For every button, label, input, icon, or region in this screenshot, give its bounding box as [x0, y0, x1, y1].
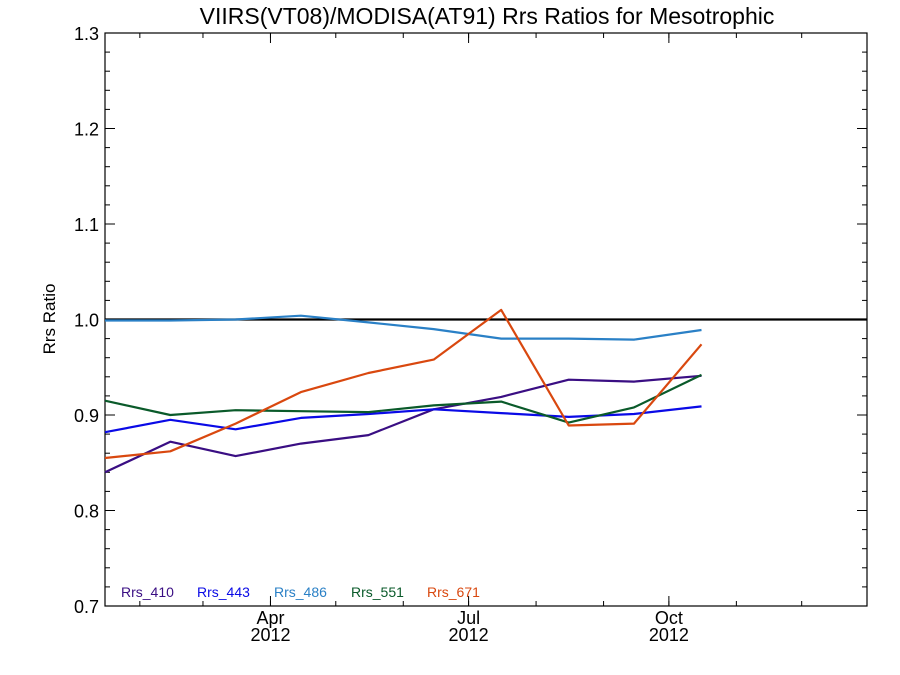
- x-tick-label-year: 2012: [449, 625, 489, 645]
- x-tick-label-year: 2012: [649, 625, 689, 645]
- y-tick-label: 1.1: [74, 215, 99, 235]
- x-tick-label-month: Apr: [256, 608, 284, 628]
- series-line-rrs-443: [104, 405, 702, 434]
- y-tick-label: 1.0: [74, 311, 99, 331]
- series-line-rrs-486: [105, 314, 702, 341]
- x-tick-label-month: Oct: [655, 608, 683, 628]
- y-tick-label: 1.3: [74, 24, 99, 44]
- x-tick-label-month: Jul: [457, 608, 480, 628]
- legend-item: Rrs_551: [351, 584, 404, 600]
- legend-item: Rrs_410: [121, 584, 174, 600]
- y-tick-label: 0.7: [74, 597, 99, 617]
- legend-item: Rrs_443: [197, 584, 250, 600]
- y-tick-label: 0.9: [74, 406, 99, 426]
- chart-title: VIIRS(VT08)/MODISA(AT91) Rrs Ratios for …: [200, 3, 775, 29]
- legend-item: Rrs_671: [427, 584, 480, 600]
- plot-area: 0.70.80.91.01.11.21.3Apr2012Jul2012Oct20…: [74, 24, 868, 645]
- series-line-rrs-671: [104, 308, 703, 460]
- y-tick-label: 0.8: [74, 502, 99, 522]
- legend-item: Rrs_486: [274, 584, 327, 600]
- x-tick-label-year: 2012: [250, 625, 290, 645]
- series-line-rrs-551: [104, 373, 702, 424]
- y-axis-label: Rrs Ratio: [40, 284, 59, 355]
- y-tick-label: 1.2: [74, 120, 99, 140]
- series-line-rrs-410: [104, 374, 702, 474]
